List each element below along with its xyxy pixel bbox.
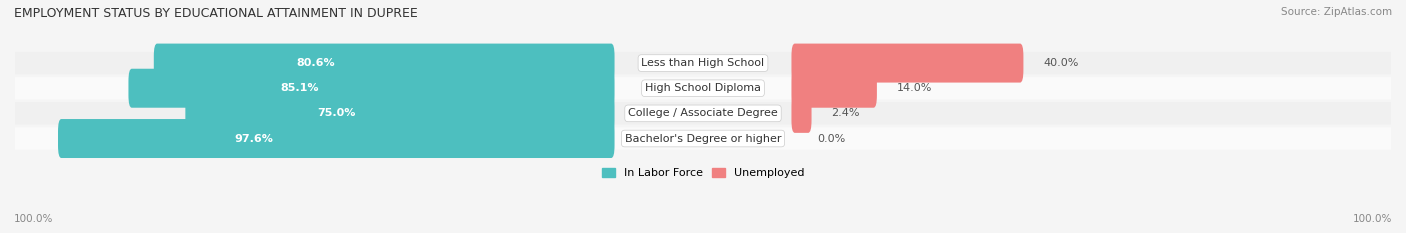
Text: 85.1%: 85.1% <box>280 83 319 93</box>
FancyBboxPatch shape <box>15 127 1391 150</box>
Text: 100.0%: 100.0% <box>1353 214 1392 224</box>
FancyBboxPatch shape <box>186 94 614 133</box>
FancyBboxPatch shape <box>58 119 614 158</box>
FancyBboxPatch shape <box>15 102 1391 125</box>
Text: 97.6%: 97.6% <box>235 134 273 144</box>
Text: EMPLOYMENT STATUS BY EDUCATIONAL ATTAINMENT IN DUPREE: EMPLOYMENT STATUS BY EDUCATIONAL ATTAINM… <box>14 7 418 20</box>
Text: 2.4%: 2.4% <box>831 108 859 118</box>
Text: 14.0%: 14.0% <box>897 83 932 93</box>
Text: High School Diploma: High School Diploma <box>645 83 761 93</box>
Text: 100.0%: 100.0% <box>14 214 53 224</box>
Text: Bachelor's Degree or higher: Bachelor's Degree or higher <box>624 134 782 144</box>
FancyBboxPatch shape <box>792 44 1024 82</box>
Text: 40.0%: 40.0% <box>1043 58 1078 68</box>
FancyBboxPatch shape <box>792 94 811 133</box>
FancyBboxPatch shape <box>15 77 1391 99</box>
FancyBboxPatch shape <box>153 44 614 82</box>
FancyBboxPatch shape <box>792 69 877 108</box>
Legend: In Labor Force, Unemployed: In Labor Force, Unemployed <box>602 168 804 178</box>
Text: Source: ZipAtlas.com: Source: ZipAtlas.com <box>1281 7 1392 17</box>
Text: 0.0%: 0.0% <box>818 134 846 144</box>
Text: 80.6%: 80.6% <box>297 58 336 68</box>
Text: College / Associate Degree: College / Associate Degree <box>628 108 778 118</box>
FancyBboxPatch shape <box>15 52 1391 74</box>
FancyBboxPatch shape <box>128 69 614 108</box>
Text: 75.0%: 75.0% <box>318 108 356 118</box>
Text: Less than High School: Less than High School <box>641 58 765 68</box>
